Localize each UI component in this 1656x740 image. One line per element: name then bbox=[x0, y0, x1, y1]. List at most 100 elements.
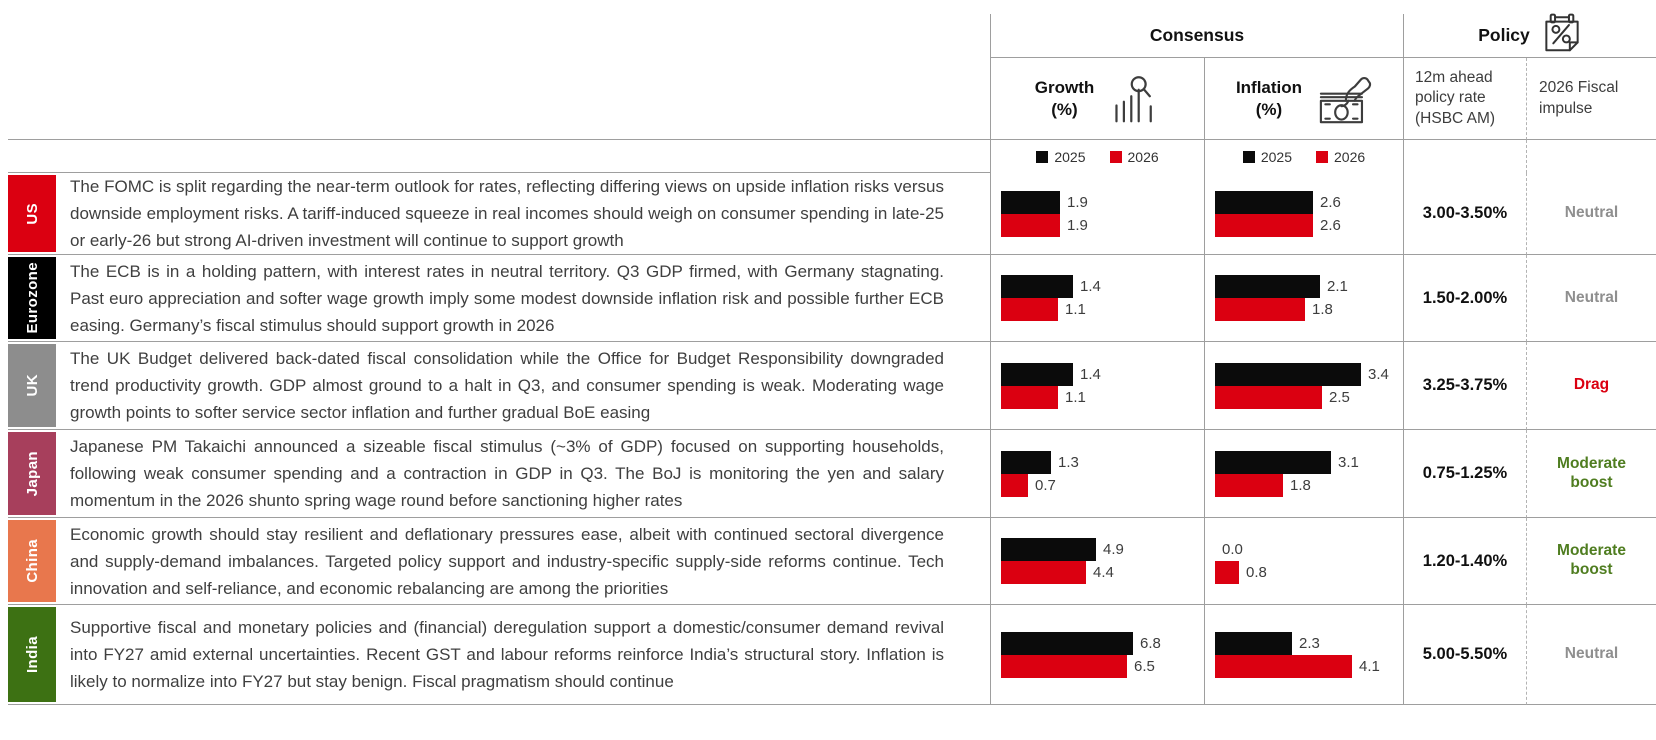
growth-bar-2026 bbox=[1001, 654, 1127, 678]
legend-2026-swatch-icon bbox=[1109, 150, 1122, 163]
growth-value-2026: 4.4 bbox=[1093, 564, 1114, 581]
region-row-china: China Economic growth should stay resilie… bbox=[8, 518, 1656, 605]
policy-rate-value: 1.50-2.00% bbox=[1422, 288, 1508, 307]
region-badge: UK bbox=[8, 344, 56, 427]
region-badge: India bbox=[8, 607, 56, 702]
region-row-eurozone: Eurozone The ECB is in a holding pattern,… bbox=[8, 255, 1656, 342]
region-commentary-cell: Economic growth should stay resilient an… bbox=[56, 518, 990, 605]
growth-bar-2025 bbox=[1001, 631, 1133, 655]
fiscal-impulse-cell: Neutral bbox=[1526, 605, 1656, 705]
region-commentary: The FOMC is split regarding the near-ter… bbox=[70, 177, 944, 250]
legend-2026: 2026 bbox=[1316, 149, 1365, 165]
region-name: UK bbox=[23, 374, 41, 397]
policy-rate-cell: 3.25-3.75% bbox=[1403, 342, 1526, 430]
region-commentary: Supportive fiscal and monetary policies … bbox=[70, 618, 944, 691]
inflation-chart-cell: 2.3 4.1 bbox=[1204, 605, 1403, 705]
inflation-bar-2026 bbox=[1215, 561, 1239, 584]
fiscal-impulse-cell: Moderate boost bbox=[1526, 430, 1656, 518]
inflation-bar-row-2025: 2.3 bbox=[1215, 631, 1320, 655]
growth-bar-row-2025: 1.9 bbox=[1001, 190, 1088, 214]
inflation-bar-row-2025: 3.4 bbox=[1215, 362, 1389, 386]
growth-value-2025: 1.9 bbox=[1067, 193, 1088, 211]
region-name: China bbox=[23, 539, 41, 583]
header-columns-row: Growth (%) Inflation (%) bbox=[8, 58, 1656, 140]
growth-bar-2025 bbox=[1001, 362, 1073, 386]
inflation-value-2026: 0.8 bbox=[1246, 564, 1267, 581]
inflation-value-2025: 3.1 bbox=[1338, 453, 1359, 471]
inflation-label: Inflation (%) bbox=[1235, 78, 1303, 119]
region-badge: US bbox=[8, 175, 56, 252]
growth-bar-row-2025: 4.9 bbox=[1001, 538, 1124, 561]
header-spacer bbox=[8, 58, 990, 140]
policy-rate-cell: 1.50-2.00% bbox=[1403, 255, 1526, 342]
region-commentary: Japanese PM Takaichi announced a sizeabl… bbox=[70, 437, 944, 510]
legend-2025-swatch-icon bbox=[1242, 150, 1255, 163]
growth-bar-2026 bbox=[1001, 561, 1086, 584]
growth-bar-2025 bbox=[1001, 538, 1096, 561]
policy-rate-column-header: 12m ahead policy rate (HSBC AM) bbox=[1403, 58, 1526, 140]
fiscal-impulse-value: Neutral bbox=[1564, 204, 1619, 222]
inflation-bar-row-2026: 0.8 bbox=[1215, 561, 1267, 584]
outlook-table: Consensus Policy bbox=[8, 13, 1656, 705]
region-row-us: US The FOMC is split regarding the near-t… bbox=[8, 173, 1656, 255]
inflation-value-2025: 2.3 bbox=[1299, 634, 1320, 652]
growth-value-2025: 4.9 bbox=[1103, 541, 1124, 558]
inflation-value-2025: 3.4 bbox=[1368, 365, 1389, 383]
fiscal-impulse-cell: Moderate boost bbox=[1526, 518, 1656, 605]
hand-banknote-icon bbox=[1319, 76, 1372, 123]
growth-bar-2026 bbox=[1001, 473, 1028, 497]
region-badge: Japan bbox=[8, 432, 56, 515]
growth-chart-cell: 1.3 0.7 bbox=[990, 430, 1204, 518]
inflation-bar-2026 bbox=[1215, 654, 1352, 678]
region-label-cell: China bbox=[8, 518, 56, 605]
growth-value-2025: 1.4 bbox=[1080, 365, 1101, 383]
inflation-value-2025: 0.0 bbox=[1222, 541, 1243, 558]
growth-bar-2026 bbox=[1001, 298, 1058, 321]
region-name: Japan bbox=[23, 450, 41, 497]
fiscal-impulse-cell: Neutral bbox=[1526, 173, 1656, 255]
legend-2026: 2026 bbox=[1109, 149, 1159, 165]
region-label-cell: US bbox=[8, 173, 56, 255]
inflation-value-2026: 1.8 bbox=[1312, 301, 1333, 318]
policy-title: Policy bbox=[1478, 25, 1530, 45]
policy-rate-value: 3.00-3.50% bbox=[1422, 204, 1508, 222]
region-label-cell: India bbox=[8, 605, 56, 705]
growth-value-2025: 1.3 bbox=[1058, 453, 1079, 471]
growth-value-2026: 1.1 bbox=[1065, 388, 1086, 406]
inflation-bar-row-2026: 4.1 bbox=[1215, 654, 1380, 678]
consensus-title: Consensus bbox=[1149, 25, 1245, 45]
policy-rate-cell: 0.75-1.25% bbox=[1403, 430, 1526, 518]
inflation-bar-2026 bbox=[1215, 473, 1283, 497]
legend-row: 2025 2026 2025 2026 bbox=[8, 140, 1656, 173]
growth-bar-2026 bbox=[1001, 385, 1058, 409]
inflation-legend: 2025 2026 bbox=[1204, 140, 1403, 173]
growth-chart-cell: 6.8 6.5 bbox=[990, 605, 1204, 705]
inflation-value-2026: 2.6 bbox=[1320, 216, 1341, 234]
header-group-row: Consensus Policy bbox=[8, 13, 1656, 58]
growth-bar-row-2025: 6.8 bbox=[1001, 631, 1161, 655]
region-commentary-cell: The ECB is in a holding pattern, with in… bbox=[56, 255, 990, 342]
region-commentary: The UK Budget delivered back-dated fisca… bbox=[70, 349, 944, 422]
legend-spacer bbox=[8, 140, 990, 173]
legend-2025-swatch-icon bbox=[1036, 150, 1049, 163]
region-commentary-cell: The FOMC is split regarding the near-ter… bbox=[56, 173, 990, 255]
growth-bar-row-2026: 4.4 bbox=[1001, 561, 1114, 584]
legend-2025: 2025 bbox=[1242, 149, 1292, 165]
growth-chart-cell: 1.4 1.1 bbox=[990, 255, 1204, 342]
fiscal-impulse-cell: Neutral bbox=[1526, 255, 1656, 342]
region-label-cell: UK bbox=[8, 342, 56, 430]
inflation-bar-row-2026: 1.8 bbox=[1215, 298, 1333, 321]
region-row-japan: Japan Japanese PM Takaichi announced a si… bbox=[8, 430, 1656, 518]
inflation-bar-2025 bbox=[1215, 450, 1331, 474]
inflation-chart-cell: 2.1 1.8 bbox=[1204, 255, 1403, 342]
inflation-value-2025: 2.6 bbox=[1320, 193, 1341, 211]
bar-chart-magnifier-icon bbox=[1115, 75, 1153, 122]
fiscal-impulse-value: Moderate boost bbox=[1557, 542, 1626, 578]
region-label-cell: Eurozone bbox=[8, 255, 56, 342]
growth-chart-cell: 4.9 4.4 bbox=[990, 518, 1204, 605]
growth-bar-row-2025: 1.4 bbox=[1001, 275, 1101, 298]
policy-rate-value: 1.20-1.40% bbox=[1422, 551, 1508, 570]
growth-value-2026: 0.7 bbox=[1035, 476, 1056, 494]
inflation-bar-2026 bbox=[1215, 298, 1305, 321]
